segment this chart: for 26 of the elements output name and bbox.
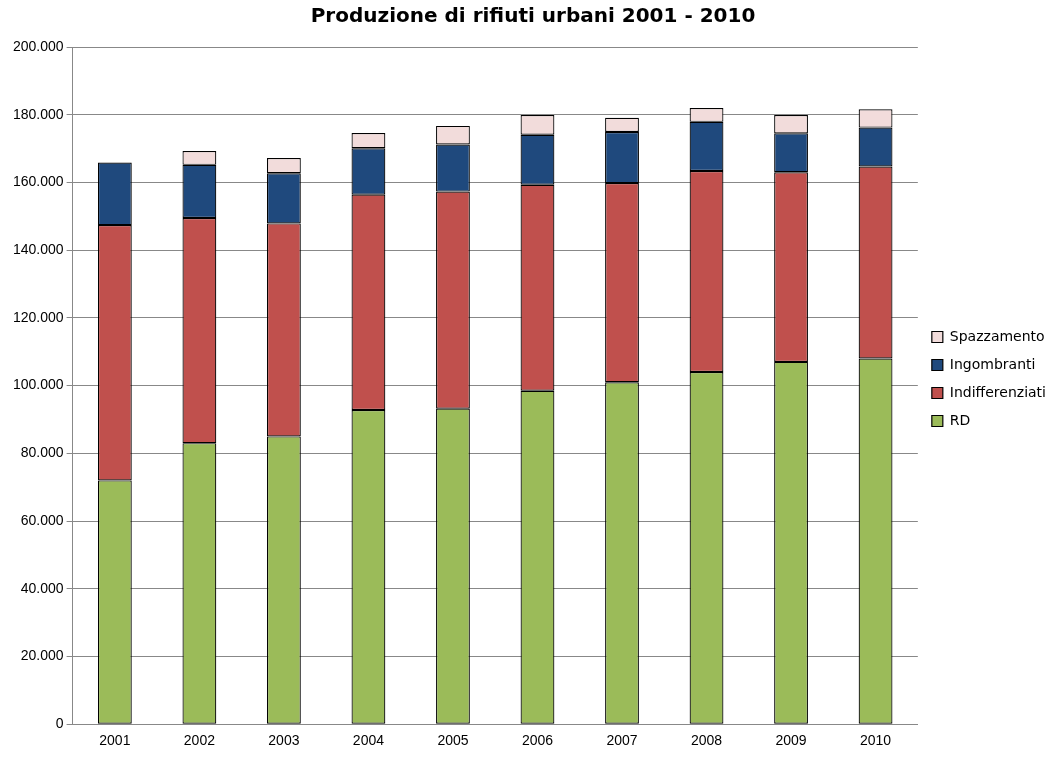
y-tick-label: 160.000 (13, 173, 64, 190)
x-tick-label: 2008 (690, 732, 723, 749)
legend-label: Indifferenziati (949, 383, 1046, 400)
x-tick-label: 2006 (521, 732, 554, 749)
y-tick-label: 200.000 (13, 37, 64, 54)
legend-label: Spazzamento (949, 327, 1045, 344)
x-tick-label: 2010 (859, 732, 892, 749)
x-tick-label: 2007 (606, 732, 638, 749)
x-tick-label: 2003 (268, 732, 300, 749)
x-tick-label: 2005 (437, 732, 469, 749)
x-tick-label: 2001 (99, 732, 131, 749)
x-tick-label: 2009 (775, 732, 807, 749)
legend-label: Ingombranti (949, 355, 1036, 372)
y-tick-label: 40.000 (20, 579, 64, 596)
legend-label: RD (949, 411, 971, 428)
x-tick-label: 2002 (183, 732, 216, 749)
y-tick-label: 120.000 (13, 308, 64, 325)
y-tick-label: 20.000 (20, 647, 64, 664)
y-tick-label: 0 (55, 715, 64, 732)
y-tick-label: 140.000 (13, 241, 64, 258)
y-tick-label: 60.000 (20, 511, 64, 528)
y-tick-label: 180.000 (13, 105, 64, 122)
y-tick-label: 80.000 (20, 444, 64, 461)
y-tick-label: 100.000 (13, 376, 64, 393)
x-tick-label: 2004 (352, 732, 385, 749)
chart-title: Produzione di rifiuti urbani 2001 - 2010 (310, 3, 756, 28)
